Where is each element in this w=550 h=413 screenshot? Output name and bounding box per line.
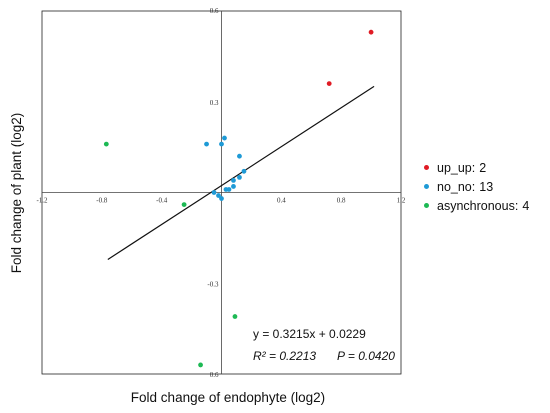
point-up-up (326, 81, 332, 86)
point-no-no (237, 153, 242, 159)
point-no-no (219, 196, 224, 201)
point-asynchronous (181, 202, 187, 208)
x-tick-label: 1.2 (397, 197, 406, 205)
x-tick-label: -0.4 (156, 197, 168, 205)
legend-item-no-no: no_no: 13 (424, 177, 529, 196)
legend: up_up: 2 no_no: 13 asynchronous: 4 (424, 158, 529, 215)
legend-count-no-no: 13 (479, 179, 494, 194)
trendline-layer (107, 85, 375, 260)
tick-labels: -1.2 -0.8 -0.4 0.4 0.8 1.2 0.6 0.3 -0.3 0.6 (36, 7, 405, 379)
y-tick-label: 0.6 (210, 7, 219, 15)
trend-p-value: P = 0.0420 (337, 349, 395, 363)
trendline (107, 85, 375, 260)
asynchronous-marker-icon (424, 203, 429, 208)
point-no-no (241, 168, 247, 174)
point-no-no (211, 190, 217, 195)
point-no-no (231, 184, 236, 189)
legend-count-asynchronous: 4 (522, 198, 530, 213)
legend-label-up-up: up_up (437, 160, 472, 175)
y-tick-label: 0.3 (210, 99, 219, 107)
y-axis-title: Fold change of plant (log2) (9, 113, 24, 274)
x-axis-title: Fold change of endophyte (log2) (131, 390, 325, 405)
x-tick-label: -1.2 (36, 197, 48, 205)
point-up-up (368, 29, 374, 35)
point-no-no (216, 193, 221, 198)
point-no-no (226, 187, 232, 192)
point-asynchronous (103, 141, 109, 147)
point-no-no (204, 141, 209, 147)
point-asynchronous (198, 362, 203, 368)
legend-sep: : (514, 198, 519, 213)
trend-r2: R² = 0.2213 (253, 349, 316, 363)
point-no-no (222, 135, 227, 141)
legend-sep: : (471, 179, 476, 194)
up-up-marker-icon (424, 165, 429, 170)
no-no-marker-icon (424, 184, 429, 189)
y-tick-label: 0.6 (210, 371, 219, 379)
y-tick-label: -0.3 (207, 280, 219, 288)
trend-equation: y = 0.3215x + 0.0229 (253, 327, 366, 341)
point-no-no (219, 141, 224, 147)
axes (42, 11, 401, 374)
legend-item-up-up: up_up: 2 (424, 158, 529, 177)
legend-count-up-up: 2 (479, 160, 487, 175)
x-tick-label: -0.8 (96, 197, 108, 205)
legend-label-asynchronous: asynchronous (437, 198, 515, 213)
point-no-no (231, 178, 236, 183)
legend-label-no-no: no_no (437, 179, 472, 194)
legend-sep: : (471, 160, 476, 175)
data-points (103, 29, 374, 368)
x-tick-label: 0.4 (277, 197, 286, 205)
point-asynchronous (232, 314, 238, 319)
x-tick-label: 0.8 (337, 197, 346, 205)
point-no-no (237, 174, 242, 180)
legend-item-asynchronous: asynchronous: 4 (424, 196, 529, 215)
